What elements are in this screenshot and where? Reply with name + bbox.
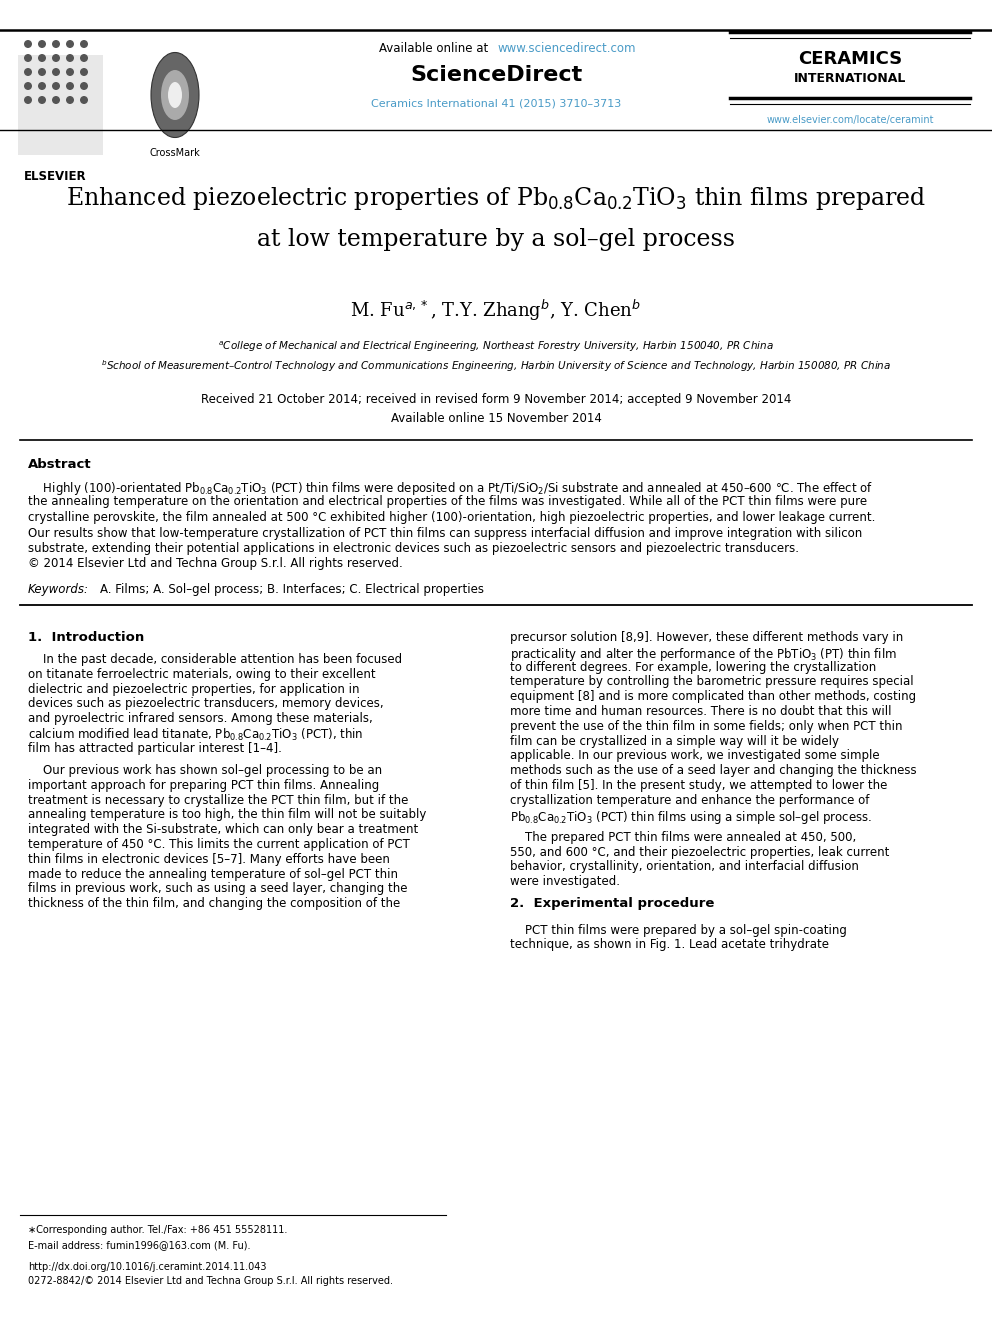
Text: Received 21 October 2014; received in revised form 9 November 2014; accepted 9 N: Received 21 October 2014; received in re… (200, 393, 792, 406)
Text: M. Fu$^{a,*}$, T.Y. Zhang$^{b}$, Y. Chen$^{b}$: M. Fu$^{a,*}$, T.Y. Zhang$^{b}$, Y. Chen… (350, 298, 642, 323)
Circle shape (80, 67, 88, 75)
Text: ScienceDirect: ScienceDirect (410, 65, 582, 85)
Text: more time and human resources. There is no doubt that this will: more time and human resources. There is … (510, 705, 892, 718)
Circle shape (80, 82, 88, 90)
Text: thin films in electronic devices [5–7]. Many efforts have been: thin films in electronic devices [5–7]. … (28, 853, 390, 865)
Text: 550, and 600 °C, and their piezoelectric properties, leak current: 550, and 600 °C, and their piezoelectric… (510, 845, 890, 859)
Text: Ceramics International 41 (2015) 3710–3713: Ceramics International 41 (2015) 3710–37… (371, 98, 621, 108)
Text: and pyroelectric infrared sensors. Among these materials,: and pyroelectric infrared sensors. Among… (28, 712, 373, 725)
Text: were investigated.: were investigated. (510, 876, 620, 888)
Text: films in previous work, such as using a seed layer, changing the: films in previous work, such as using a … (28, 882, 408, 896)
Text: film has attracted particular interest [1–4].: film has attracted particular interest [… (28, 742, 282, 755)
Circle shape (38, 40, 46, 48)
Text: 2.  Experimental procedure: 2. Experimental procedure (510, 897, 714, 910)
Text: important approach for preparing PCT thin films. Annealing: important approach for preparing PCT thi… (28, 779, 379, 791)
Text: CrossMark: CrossMark (150, 148, 200, 157)
Text: Keywords:: Keywords: (28, 583, 89, 595)
Circle shape (66, 40, 74, 48)
Text: Available online at: Available online at (379, 42, 496, 56)
Text: CERAMICS: CERAMICS (798, 50, 902, 67)
Circle shape (52, 54, 60, 62)
Text: applicable. In our previous work, we investigated some simple: applicable. In our previous work, we inv… (510, 749, 880, 762)
Text: the annealing temperature on the orientation and electrical properties of the fi: the annealing temperature on the orienta… (28, 496, 867, 508)
Circle shape (38, 54, 46, 62)
Circle shape (24, 54, 32, 62)
Text: INTERNATIONAL: INTERNATIONAL (794, 71, 906, 85)
Text: Available online 15 November 2014: Available online 15 November 2014 (391, 411, 601, 425)
Circle shape (52, 97, 60, 105)
Text: Highly (100)-orientated Pb$_{0.8}$Ca$_{0.2}$TiO$_{3}$ (PCT) thin films were depo: Highly (100)-orientated Pb$_{0.8}$Ca$_{0… (28, 480, 873, 497)
Text: substrate, extending their potential applications in electronic devices such as : substrate, extending their potential app… (28, 542, 799, 556)
Text: methods such as the use of a seed layer and changing the thickness: methods such as the use of a seed layer … (510, 765, 917, 777)
Text: 0272-8842/© 2014 Elsevier Ltd and Techna Group S.r.l. All rights reserved.: 0272-8842/© 2014 Elsevier Ltd and Techna… (28, 1275, 393, 1286)
Text: thickness of the thin film, and changing the composition of the: thickness of the thin film, and changing… (28, 897, 400, 910)
Circle shape (52, 82, 60, 90)
Text: behavior, crystallinity, orientation, and interfacial diffusion: behavior, crystallinity, orientation, an… (510, 860, 859, 873)
Circle shape (38, 82, 46, 90)
Text: $^{a}$College of Mechanical and Electrical Engineering, Northeast Forestry Unive: $^{a}$College of Mechanical and Electric… (218, 340, 774, 355)
Circle shape (24, 82, 32, 90)
Text: Our previous work has shown sol–gel processing to be an: Our previous work has shown sol–gel proc… (28, 763, 382, 777)
Text: of thin film [5]. In the present study, we attempted to lower the: of thin film [5]. In the present study, … (510, 779, 888, 792)
Text: www.elsevier.com/locate/ceramint: www.elsevier.com/locate/ceramint (766, 115, 933, 124)
Text: 1.  Introduction: 1. Introduction (28, 631, 144, 644)
Text: temperature by controlling the barometric pressure requires special: temperature by controlling the barometri… (510, 676, 914, 688)
Text: on titanate ferroelectric materials, owing to their excellent: on titanate ferroelectric materials, owi… (28, 668, 376, 681)
Circle shape (38, 67, 46, 75)
Text: at low temperature by a sol–gel process: at low temperature by a sol–gel process (257, 228, 735, 251)
Text: practicality and alter the performance of the PbTiO$_{3}$ (PT) thin film: practicality and alter the performance o… (510, 646, 897, 663)
Text: E-mail address: fumin1996@163.com (M. Fu).: E-mail address: fumin1996@163.com (M. Fu… (28, 1240, 251, 1250)
Circle shape (24, 67, 32, 75)
Circle shape (66, 67, 74, 75)
Text: precursor solution [8,9]. However, these different methods vary in: precursor solution [8,9]. However, these… (510, 631, 904, 644)
Ellipse shape (168, 82, 182, 108)
Text: A. Films; A. Sol–gel process; B. Interfaces; C. Electrical properties: A. Films; A. Sol–gel process; B. Interfa… (100, 583, 484, 595)
Circle shape (66, 97, 74, 105)
Text: ELSEVIER: ELSEVIER (24, 169, 86, 183)
Circle shape (52, 67, 60, 75)
Text: crystallization temperature and enhance the performance of: crystallization temperature and enhance … (510, 794, 869, 807)
Text: The prepared PCT thin films were annealed at 450, 500,: The prepared PCT thin films were anneale… (510, 831, 856, 844)
Text: PCT thin films were prepared by a sol–gel spin-coating: PCT thin films were prepared by a sol–ge… (510, 923, 847, 937)
Text: treatment is necessary to crystallize the PCT thin film, but if the: treatment is necessary to crystallize th… (28, 794, 409, 807)
Text: Pb$_{0.8}$Ca$_{0.2}$TiO$_{3}$ (PCT) thin films using a simple sol–gel process.: Pb$_{0.8}$Ca$_{0.2}$TiO$_{3}$ (PCT) thin… (510, 808, 872, 826)
Text: devices such as piezoelectric transducers, memory devices,: devices such as piezoelectric transducer… (28, 697, 384, 710)
Text: technique, as shown in Fig. 1. Lead acetate trihydrate: technique, as shown in Fig. 1. Lead acet… (510, 938, 829, 951)
Circle shape (66, 82, 74, 90)
Circle shape (80, 40, 88, 48)
Text: temperature of 450 °C. This limits the current application of PCT: temperature of 450 °C. This limits the c… (28, 837, 410, 851)
Bar (18, 56, 103, 155)
Text: made to reduce the annealing temperature of sol–gel PCT thin: made to reduce the annealing temperature… (28, 868, 398, 881)
Text: crystalline perovskite, the film annealed at 500 °C exhibited higher (100)-orien: crystalline perovskite, the film anneale… (28, 511, 875, 524)
Circle shape (24, 97, 32, 105)
Text: prevent the use of the thin film in some fields; only when PCT thin: prevent the use of the thin film in some… (510, 720, 903, 733)
Text: integrated with the Si-substrate, which can only bear a treatment: integrated with the Si-substrate, which … (28, 823, 419, 836)
Ellipse shape (151, 53, 199, 138)
Circle shape (38, 97, 46, 105)
Text: film can be crystallized in a simple way will it be widely: film can be crystallized in a simple way… (510, 734, 839, 747)
Circle shape (52, 40, 60, 48)
Text: Abstract: Abstract (28, 458, 91, 471)
Text: to different degrees. For example, lowering the crystallization: to different degrees. For example, lower… (510, 660, 876, 673)
Text: calcium modified lead titanate, Pb$_{0.8}$Ca$_{0.2}$TiO$_{3}$ (PCT), thin: calcium modified lead titanate, Pb$_{0.8… (28, 728, 363, 744)
Circle shape (80, 54, 88, 62)
Text: © 2014 Elsevier Ltd and Techna Group S.r.l. All rights reserved.: © 2014 Elsevier Ltd and Techna Group S.r… (28, 557, 403, 570)
Text: www.sciencedirect.com: www.sciencedirect.com (497, 42, 636, 56)
Text: http://dx.doi.org/10.1016/j.ceramint.2014.11.043: http://dx.doi.org/10.1016/j.ceramint.201… (28, 1262, 267, 1271)
Text: dielectric and piezoelectric properties, for application in: dielectric and piezoelectric properties,… (28, 683, 359, 696)
Circle shape (24, 40, 32, 48)
Text: In the past decade, considerable attention has been focused: In the past decade, considerable attenti… (28, 654, 402, 665)
Ellipse shape (161, 70, 189, 120)
Text: $^{b}$School of Measurement–Control Technology and Communications Engineering, H: $^{b}$School of Measurement–Control Tech… (101, 359, 891, 374)
Circle shape (66, 54, 74, 62)
Text: Enhanced piezoelectric properties of Pb$_{0.8}$Ca$_{0.2}$TiO$_{3}$ thin films pr: Enhanced piezoelectric properties of Pb$… (65, 185, 927, 212)
Text: Our results show that low-temperature crystallization of PCT thin films can supp: Our results show that low-temperature cr… (28, 527, 862, 540)
Text: annealing temperature is too high, the thin film will not be suitably: annealing temperature is too high, the t… (28, 808, 427, 822)
Text: ∗Corresponding author. Tel./Fax: +86 451 55528111.: ∗Corresponding author. Tel./Fax: +86 451… (28, 1225, 288, 1234)
Circle shape (80, 97, 88, 105)
Text: equipment [8] and is more complicated than other methods, costing: equipment [8] and is more complicated th… (510, 691, 917, 704)
